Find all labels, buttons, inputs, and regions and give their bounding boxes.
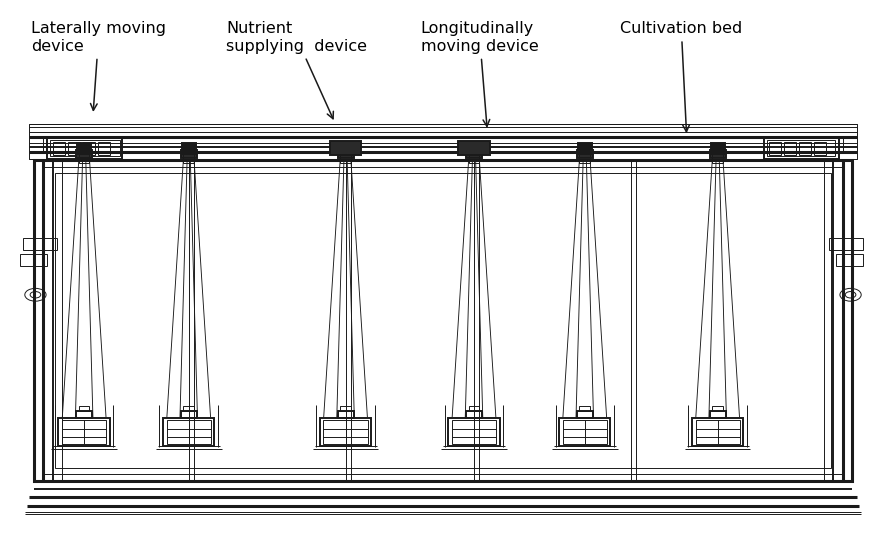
Bar	[469, 406, 479, 411]
Bar	[53, 142, 65, 155]
Bar	[767, 140, 835, 156]
Bar	[338, 150, 354, 158]
Bar	[338, 411, 354, 418]
Bar	[181, 150, 197, 158]
Bar	[79, 154, 89, 163]
Bar	[764, 138, 839, 159]
Bar	[710, 411, 726, 418]
Bar	[577, 411, 593, 418]
Bar	[320, 418, 371, 446]
Bar	[83, 142, 95, 155]
Bar	[183, 406, 194, 411]
Bar	[50, 140, 120, 156]
Bar	[710, 150, 726, 158]
Bar	[712, 406, 723, 411]
Bar	[578, 143, 592, 154]
Bar	[167, 420, 211, 444]
Bar	[62, 420, 106, 444]
Bar	[467, 143, 481, 154]
Bar	[43, 137, 843, 152]
Text: Cultivation bed: Cultivation bed	[620, 21, 742, 132]
Bar	[814, 142, 826, 155]
Bar	[76, 411, 92, 418]
Bar	[182, 143, 196, 154]
Bar	[466, 150, 482, 158]
Bar	[829, 238, 863, 250]
Bar	[76, 150, 92, 158]
Bar	[34, 160, 852, 481]
Bar	[330, 141, 361, 155]
Bar	[79, 406, 89, 411]
Bar	[577, 150, 593, 158]
Bar	[323, 420, 368, 444]
Bar	[58, 418, 110, 446]
Text: Longitudinally
moving device: Longitudinally moving device	[421, 21, 539, 127]
Bar	[55, 173, 831, 468]
Bar	[563, 420, 607, 444]
Bar	[77, 143, 91, 154]
Bar	[23, 238, 57, 250]
Bar	[579, 154, 590, 163]
Bar	[181, 411, 197, 418]
Text: Nutrient
supplying  device: Nutrient supplying device	[226, 21, 367, 119]
Bar	[448, 418, 500, 446]
Bar	[338, 143, 353, 154]
Bar	[696, 420, 740, 444]
Bar	[784, 142, 796, 155]
Bar	[47, 138, 122, 159]
Bar	[29, 124, 857, 159]
Bar	[712, 154, 723, 163]
Bar	[711, 143, 725, 154]
Bar	[98, 142, 110, 155]
Bar	[469, 154, 479, 163]
Bar	[340, 154, 351, 163]
Bar	[340, 406, 351, 411]
Bar	[799, 142, 811, 155]
Bar	[20, 254, 47, 266]
Bar	[559, 418, 610, 446]
Bar	[579, 406, 590, 411]
Bar	[163, 418, 214, 446]
Text: Laterally moving
device: Laterally moving device	[31, 21, 166, 111]
Bar	[836, 254, 863, 266]
Bar	[692, 418, 743, 446]
Bar	[44, 167, 842, 474]
Bar	[68, 142, 80, 155]
Bar	[458, 141, 490, 155]
Bar	[183, 154, 194, 163]
Bar	[466, 411, 482, 418]
Bar	[769, 142, 781, 155]
Bar	[452, 420, 496, 444]
